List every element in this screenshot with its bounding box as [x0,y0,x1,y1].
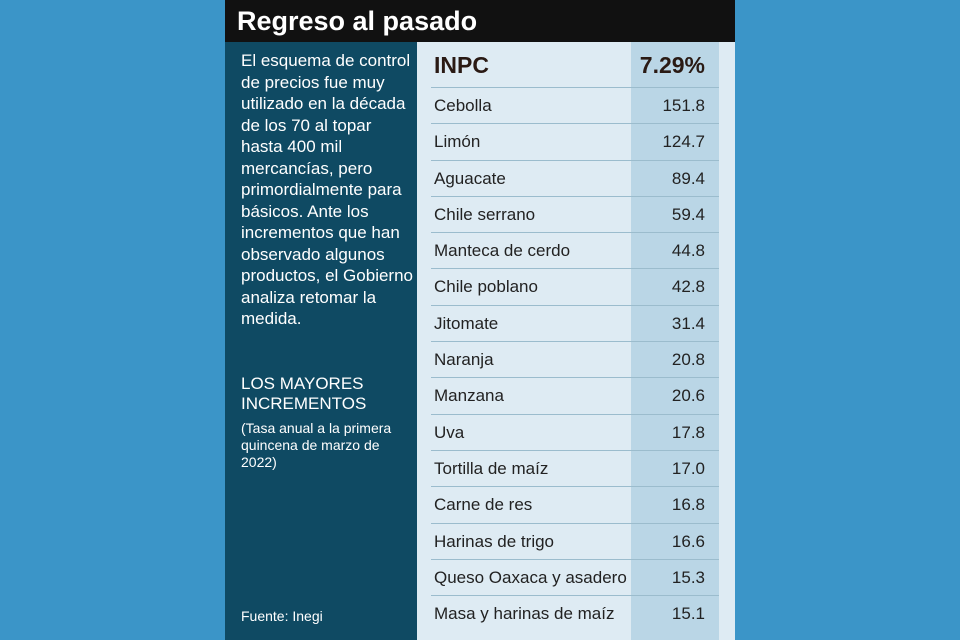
row-divider [431,413,719,415]
row-divider [431,87,719,88]
product-value: 42.8 [671,277,705,297]
price-increase-table: INPC 7.29% Cebolla 151.8 Limón 124.7 Aguacat… [417,42,735,640]
table-row: Uva 17.8 [417,415,719,451]
row-divider [431,232,719,234]
row-divider [431,123,719,125]
product-value: 151.8 [662,96,705,115]
product-label: Queso Oaxaca y asadero [434,567,627,587]
table-row: Manzana 20.6 [417,378,719,415]
table-row: Masa y harinas de maíz 15.1 [417,596,719,632]
row-divider [431,522,719,524]
header-label: INPC [434,52,489,78]
product-value: 17.8 [671,422,705,442]
source-credit: Fuente: Inegi [241,608,323,624]
table-row: Cebolla 151.8 [417,88,719,125]
product-value: 44.8 [671,241,705,261]
row-divider [431,195,719,197]
product-value: 16.8 [671,495,705,515]
table-row: Jitomate 31.4 [417,306,719,343]
product-value: 124.7 [662,132,705,152]
product-label: Chile poblano [434,277,538,297]
table-row: Limón 124.7 [417,124,719,161]
table-row: Queso Oaxaca y asadero 15.3 [417,560,719,597]
product-label: Manzana [434,386,504,406]
table-row: Chile poblano 42.8 [417,269,719,306]
product-value: 15.1 [671,604,705,624]
table-row: Manteca de cerdo 44.8 [417,233,719,270]
row-divider [431,377,719,379]
product-label: Naranja [434,350,494,370]
row-divider [431,341,719,343]
table-row: Carne de res 16.8 [417,487,719,524]
row-divider [431,304,719,306]
product-label: Chile serrano [434,204,536,224]
section-heading: LOS MAYORES INCREMENTOS [241,374,367,413]
table-rows: INPC 7.29% Cebolla 151.8 Limón 124.7 Aguacat… [417,42,719,632]
product-value: 20.6 [671,386,705,406]
product-value: 17.0 [671,458,705,478]
value-column-background [631,42,719,640]
product-label: Limón [434,132,481,152]
row-divider [431,558,719,560]
table-row: Aguacate 89.4 [417,161,719,197]
infographic-title: Regreso al pasado [237,6,478,36]
title-bar: Regreso al pasado [225,0,735,42]
section-note: (Tasa anual a la primera quincena de mar… [241,420,392,470]
product-label: Aguacate [434,168,506,188]
header-value: 7.29% [639,52,705,78]
table-row: Naranja 20.8 [417,342,719,379]
product-label: Harinas de trigo [434,531,555,551]
product-value: 89.4 [671,168,705,188]
product-value: 15.3 [671,567,705,587]
table-header-row: INPC 7.29% [417,42,719,88]
product-label: Cebolla [434,96,492,115]
product-value: 20.8 [671,350,705,370]
table-row: Tortilla de maíz 17.0 [417,451,719,488]
row-divider [431,449,719,451]
infographic-card: Regreso al pasado El esquema de control … [225,0,735,640]
description-panel: El esquema de control de precios fue muy… [225,42,417,640]
row-divider [431,159,719,161]
product-label: Uva [434,422,465,442]
row-divider [431,595,719,597]
product-value: 16.6 [671,531,705,551]
product-label: Masa y harinas de maíz [434,604,615,624]
row-divider [431,268,719,270]
row-divider [431,486,719,488]
product-label: Jitomate [434,313,499,333]
product-value: 59.4 [671,204,705,224]
product-label: Manteca de cerdo [434,241,571,261]
table-row: Chile serrano 59.4 [417,197,719,234]
product-label: Tortilla de maíz [434,458,549,478]
table-row: Harinas de trigo 16.6 [417,524,719,560]
intro-text: El esquema de control de precios fue muy… [241,51,413,328]
product-label: Carne de res [434,495,533,515]
product-value: 31.4 [671,313,705,333]
